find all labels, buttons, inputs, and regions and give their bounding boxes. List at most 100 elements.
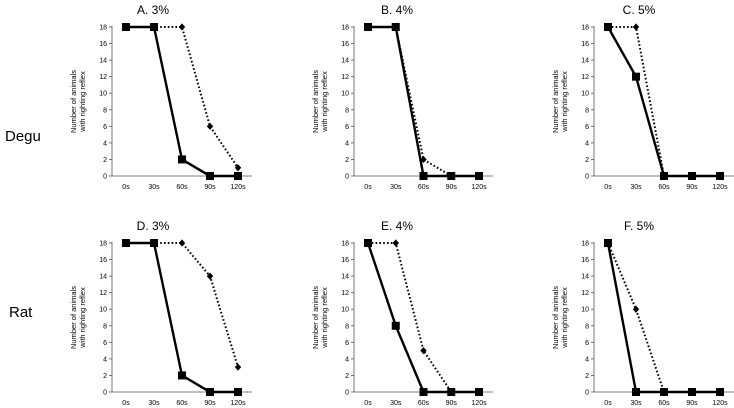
y-tick-label: 14 bbox=[581, 58, 589, 65]
x-tick-label: 30s bbox=[630, 184, 642, 191]
data-point-dotted bbox=[392, 239, 399, 247]
series-line-dotted bbox=[126, 26, 239, 169]
data-point-solid bbox=[391, 23, 400, 31]
data-point-solid bbox=[419, 172, 428, 180]
data-point-solid bbox=[660, 388, 668, 396]
data-point-dotted bbox=[420, 155, 427, 164]
data-point-solid bbox=[234, 172, 242, 180]
x-tick-label: 120s bbox=[471, 400, 487, 407]
chart-panel-4: E. 4% Number of animals with righting refl… bbox=[311, 219, 493, 407]
data-point-solid bbox=[122, 239, 130, 247]
y-tick-label: 2 bbox=[103, 373, 107, 380]
data-point-solid bbox=[391, 321, 400, 330]
y-tick-label: 16 bbox=[341, 257, 349, 264]
x-tick-label: 0s bbox=[364, 184, 372, 191]
y-axis-label: Number of animals bbox=[69, 70, 78, 133]
y-tick-label: 4 bbox=[103, 140, 107, 147]
y-tick-label: 14 bbox=[341, 58, 349, 65]
x-tick-label: 90s bbox=[686, 184, 698, 191]
y-tick-label: 2 bbox=[345, 157, 349, 164]
y-tick-label: 10 bbox=[581, 91, 589, 98]
y-tick-label: 18 bbox=[581, 241, 589, 248]
y-tick-label: 12 bbox=[341, 74, 349, 81]
data-point-solid bbox=[150, 23, 158, 31]
data-point-dotted bbox=[420, 347, 427, 355]
data-point-solid bbox=[688, 388, 696, 396]
y-tick-label: 16 bbox=[581, 257, 589, 264]
chart-title: F. 5% bbox=[624, 219, 654, 233]
y-tick-label: 4 bbox=[345, 140, 349, 147]
data-point-solid bbox=[419, 388, 428, 396]
x-tick-label: 60s bbox=[658, 184, 670, 191]
data-point-solid bbox=[447, 388, 456, 396]
x-tick-label: 30s bbox=[148, 400, 160, 407]
data-point-solid bbox=[206, 172, 214, 180]
x-tick-label: 30s bbox=[148, 184, 160, 191]
row-label-rat: Rat bbox=[9, 304, 33, 321]
x-tick-label: 0s bbox=[604, 184, 612, 191]
x-tick-label: 30s bbox=[630, 400, 642, 407]
x-tick-label: 120s bbox=[712, 184, 728, 191]
x-tick-label: 120s bbox=[471, 184, 487, 191]
y-tick-label: 14 bbox=[99, 274, 107, 281]
y-tick-label: 2 bbox=[585, 373, 589, 380]
data-point-dotted bbox=[632, 23, 640, 31]
series-line-solid bbox=[368, 25, 479, 178]
data-point-solid bbox=[632, 388, 640, 396]
y-tick-label: 18 bbox=[341, 25, 349, 32]
data-point-solid bbox=[604, 23, 612, 31]
data-point-solid bbox=[660, 172, 668, 180]
y-tick-label: 10 bbox=[99, 91, 107, 98]
chart-title: B. 4% bbox=[381, 3, 413, 17]
series-line-solid bbox=[606, 26, 720, 178]
data-point-solid bbox=[716, 388, 724, 396]
series-line-dotted bbox=[608, 26, 720, 177]
data-point-solid bbox=[234, 388, 242, 396]
y-tick-label: 4 bbox=[345, 356, 349, 363]
x-tick-label: 30s bbox=[390, 400, 402, 407]
data-point-solid bbox=[178, 371, 186, 380]
y-axis-label: Number of animals bbox=[311, 286, 320, 349]
x-tick-label: 0s bbox=[122, 400, 130, 407]
y-tick-label: 12 bbox=[581, 290, 589, 297]
y-tick-label: 6 bbox=[103, 124, 107, 131]
y-tick-label: 0 bbox=[585, 174, 589, 181]
y-tick-label: 4 bbox=[103, 356, 107, 363]
y-tick-label: 8 bbox=[345, 323, 349, 330]
data-point-solid bbox=[475, 172, 483, 180]
y-tick-label: 16 bbox=[99, 41, 107, 48]
data-point-solid bbox=[688, 172, 696, 180]
x-tick-label: 120s bbox=[712, 400, 728, 407]
series-line-solid bbox=[126, 25, 238, 178]
y-tick-label: 14 bbox=[341, 274, 349, 281]
x-tick-label: 60s bbox=[418, 184, 430, 191]
x-tick-label: 90s bbox=[204, 184, 216, 191]
y-tick-label: 18 bbox=[341, 241, 349, 248]
y-tick-label: 12 bbox=[581, 74, 589, 81]
chart-panel-5: F. 5% Number of animals with righting refl… bbox=[551, 219, 734, 407]
data-point-solid bbox=[716, 172, 724, 180]
chart-title: E. 4% bbox=[381, 219, 413, 233]
chart-title: D. 3% bbox=[137, 219, 170, 233]
y-tick-label: 18 bbox=[99, 25, 107, 32]
chart-panel-1: B. 4% Number of animals with righting refl… bbox=[311, 3, 493, 191]
y-tick-label: 8 bbox=[345, 107, 349, 114]
x-tick-label: 90s bbox=[204, 400, 216, 407]
series-line-solid bbox=[606, 242, 720, 394]
y-tick-label: 6 bbox=[103, 340, 107, 347]
y-tick-label: 10 bbox=[581, 307, 589, 314]
row-label-degu: Degu bbox=[5, 128, 41, 145]
y-tick-label: 8 bbox=[103, 107, 107, 114]
y-axis-label: with righting reflex bbox=[78, 71, 87, 133]
y-tick-label: 16 bbox=[341, 41, 349, 48]
data-point-dotted bbox=[178, 239, 186, 247]
y-tick-label: 0 bbox=[103, 390, 107, 397]
x-tick-label: 120s bbox=[230, 184, 246, 191]
y-tick-label: 4 bbox=[585, 356, 589, 363]
data-point-dotted bbox=[178, 23, 186, 31]
charts-group: A. 3%Number of animals with righting refl… bbox=[69, 3, 734, 407]
data-point-solid bbox=[364, 23, 372, 31]
data-point-solid bbox=[122, 23, 130, 31]
x-tick-label: 0s bbox=[604, 400, 612, 407]
y-axis-label: with righting reflex bbox=[560, 287, 569, 349]
